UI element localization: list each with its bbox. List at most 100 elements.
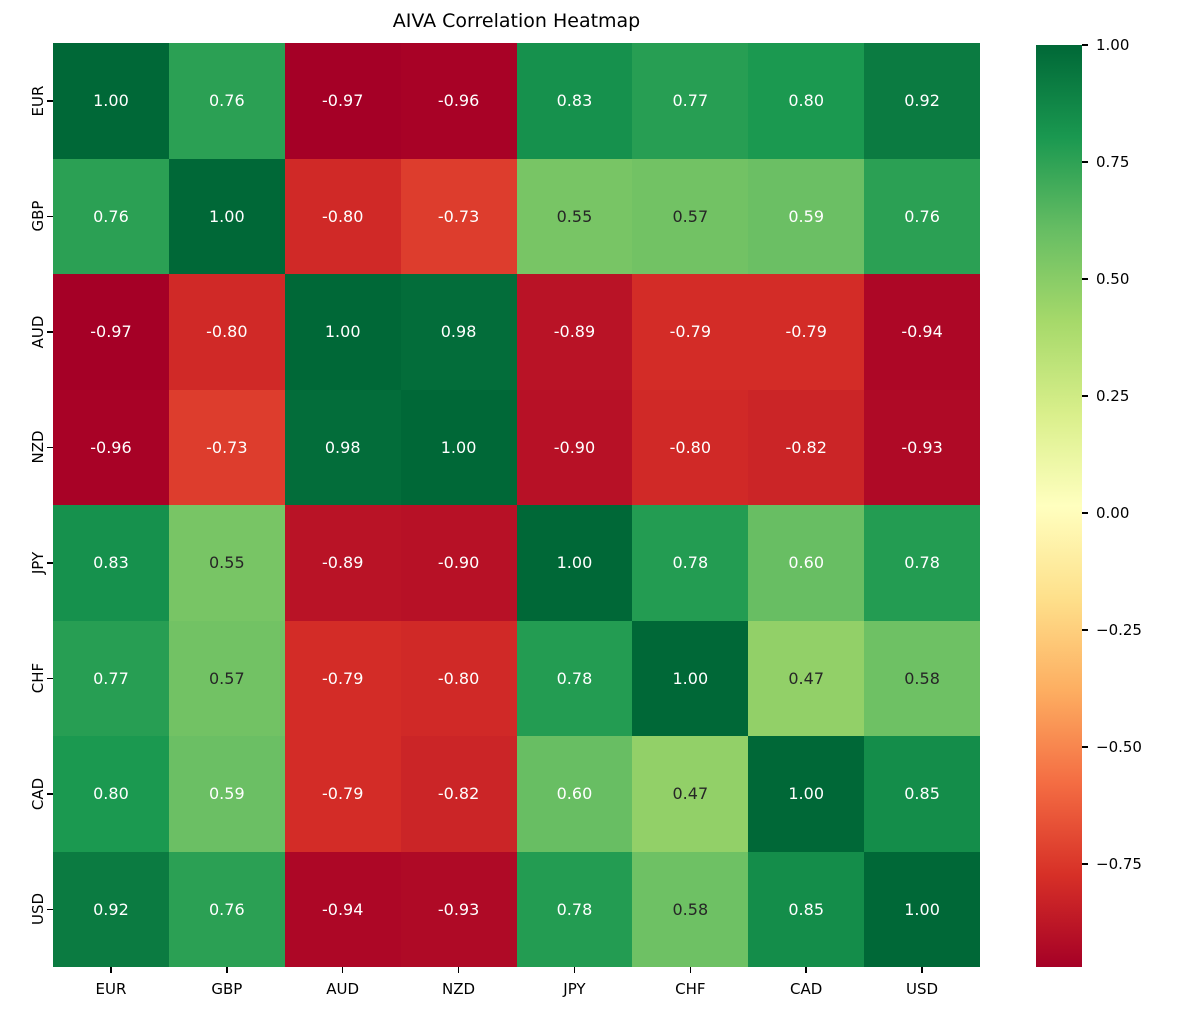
- cell-value: 0.85: [904, 784, 940, 804]
- colorbar: [1036, 45, 1082, 967]
- heatmap-cell-CHF-USD: 0.58: [864, 620, 980, 736]
- heatmap-cell-EUR-GBP: 0.76: [168, 43, 285, 159]
- cell-value: -0.93: [437, 899, 480, 919]
- cell-value: 0.55: [556, 206, 593, 226]
- x-tick-mark: [226, 967, 228, 973]
- heatmap-cell-USD-CHF: 0.58: [632, 851, 749, 967]
- y-tick-mark: [47, 100, 53, 102]
- heatmap-cell-AUD-EUR: -0.97: [53, 274, 169, 390]
- heatmap-cell-CAD-NZD: -0.82: [400, 736, 517, 852]
- cell-value: -0.97: [321, 91, 364, 111]
- y-tick-label-AUD: AUD: [29, 315, 47, 349]
- cell-value: 0.85: [788, 899, 824, 919]
- heatmap-cell-JPY-USD: 0.78: [864, 505, 980, 621]
- heatmap-cell-EUR-AUD: -0.97: [284, 43, 401, 159]
- x-tick-mark: [341, 967, 344, 973]
- heatmap-cell-CHF-NZD: -0.80: [400, 620, 517, 736]
- heatmap-cell-EUR-CHF: 0.77: [632, 43, 749, 159]
- x-tick-mark: [689, 967, 692, 973]
- cell-value: 1.00: [440, 437, 477, 457]
- colorbar-tick-label: 0.75: [1096, 153, 1130, 171]
- cell-value: 0.58: [672, 899, 709, 919]
- cell-value: 0.78: [556, 668, 593, 688]
- y-tick-label-EUR: EUR: [29, 85, 47, 117]
- heatmap-cell-GBP-AUD: -0.80: [284, 158, 401, 274]
- x-tick-label-EUR: EUR: [95, 980, 127, 998]
- colorbar-tick-mark: [1082, 44, 1088, 46]
- heatmap-cell-GBP-JPY: 0.55: [516, 158, 633, 274]
- cell-value: 0.83: [556, 91, 593, 111]
- cell-value: 0.98: [440, 322, 477, 342]
- y-tick-label-JPY: JPY: [29, 551, 47, 574]
- cell-value: 0.77: [93, 668, 129, 688]
- heatmap-cell-NZD-AUD: 0.98: [284, 389, 401, 505]
- x-tick-mark: [573, 967, 576, 973]
- heatmap-cell-NZD-JPY: -0.90: [516, 389, 633, 505]
- heatmap-cell-NZD-GBP: -0.73: [168, 389, 285, 505]
- cell-value: -0.96: [90, 437, 132, 457]
- heatmap-cell-AUD-CHF: -0.79: [632, 274, 749, 390]
- cell-value: 1.00: [209, 206, 245, 226]
- cell-value: 1.00: [672, 668, 709, 688]
- heatmap-cell-USD-GBP: 0.76: [168, 851, 285, 967]
- x-tick-label-JPY: JPY: [563, 980, 586, 998]
- heatmap-cell-USD-USD: 1.00: [864, 851, 980, 967]
- colorbar-tick-mark: [1082, 512, 1088, 514]
- x-tick-label-AUD: AUD: [326, 980, 360, 998]
- heatmap-cell-GBP-EUR: 0.76: [53, 158, 169, 274]
- cell-value: 1.00: [93, 91, 129, 111]
- y-tick-label-GBP: GBP: [29, 200, 47, 232]
- cell-value: -0.80: [206, 322, 248, 342]
- cell-value: -0.73: [206, 437, 248, 457]
- cell-value: 0.47: [788, 668, 824, 688]
- colorbar-tick-label: 1.00: [1096, 36, 1130, 54]
- heatmap-cell-CHF-CHF: 1.00: [632, 620, 749, 736]
- heatmap-cell-AUD-AUD: 1.00: [284, 274, 401, 390]
- cell-value: -0.80: [669, 437, 712, 457]
- heatmap-cell-EUR-CAD: 0.80: [748, 43, 865, 159]
- heatmap-cell-EUR-EUR: 1.00: [53, 43, 169, 159]
- heatmap-cell-USD-EUR: 0.92: [53, 851, 169, 967]
- heatmap-cell-CHF-EUR: 0.77: [53, 620, 169, 736]
- heatmap-cell-CAD-CAD: 1.00: [748, 736, 865, 852]
- cell-value: -0.80: [321, 206, 364, 226]
- heatmap-cell-CAD-GBP: 0.59: [168, 736, 285, 852]
- y-tick-label-USD: USD: [29, 893, 47, 926]
- cell-value: 0.83: [93, 553, 129, 573]
- cell-value: 0.60: [788, 553, 824, 573]
- colorbar-tick-mark: [1082, 629, 1088, 631]
- cell-value: -0.79: [669, 322, 712, 342]
- cell-value: -0.94: [901, 322, 943, 342]
- heatmap-cell-NZD-USD: -0.93: [864, 389, 980, 505]
- heatmap-cell-CAD-JPY: 0.60: [516, 736, 633, 852]
- heatmap-cell-NZD-EUR: -0.96: [53, 389, 169, 505]
- cell-value: 1.00: [904, 899, 940, 919]
- x-tick-mark: [110, 967, 112, 973]
- heatmap-cell-CAD-AUD: -0.79: [284, 736, 401, 852]
- x-tick-label-CHF: CHF: [675, 980, 706, 998]
- cell-value: -0.80: [437, 668, 480, 688]
- heatmap-cell-GBP-CAD: 0.59: [748, 158, 865, 274]
- x-tick-label-USD: USD: [906, 980, 939, 998]
- heatmap-cell-JPY-AUD: -0.89: [284, 505, 401, 621]
- x-tick-mark: [457, 967, 460, 973]
- heatmap-cell-GBP-GBP: 1.00: [168, 158, 285, 274]
- y-tick-mark: [47, 677, 53, 679]
- cell-value: -0.89: [553, 322, 596, 342]
- cell-value: 0.78: [904, 553, 940, 573]
- y-tick-label-CAD: CAD: [29, 777, 47, 810]
- colorbar-tick-label: −0.25: [1096, 621, 1142, 640]
- colorbar-tick-mark: [1082, 863, 1088, 865]
- heatmap-cell-EUR-JPY: 0.83: [516, 43, 633, 159]
- colorbar-tick-mark: [1082, 395, 1088, 397]
- colorbar-tick-label: 0.00: [1096, 504, 1130, 523]
- y-tick-mark: [47, 446, 53, 448]
- cell-value: -0.79: [321, 784, 364, 804]
- cell-value: -0.73: [437, 206, 480, 226]
- cell-value: 0.60: [556, 784, 593, 804]
- y-tick-mark: [47, 908, 53, 910]
- heatmap-cell-JPY-CHF: 0.78: [632, 505, 749, 621]
- x-tick-mark: [805, 967, 807, 973]
- y-tick-mark: [47, 215, 53, 217]
- colorbar-tick-mark: [1082, 746, 1088, 748]
